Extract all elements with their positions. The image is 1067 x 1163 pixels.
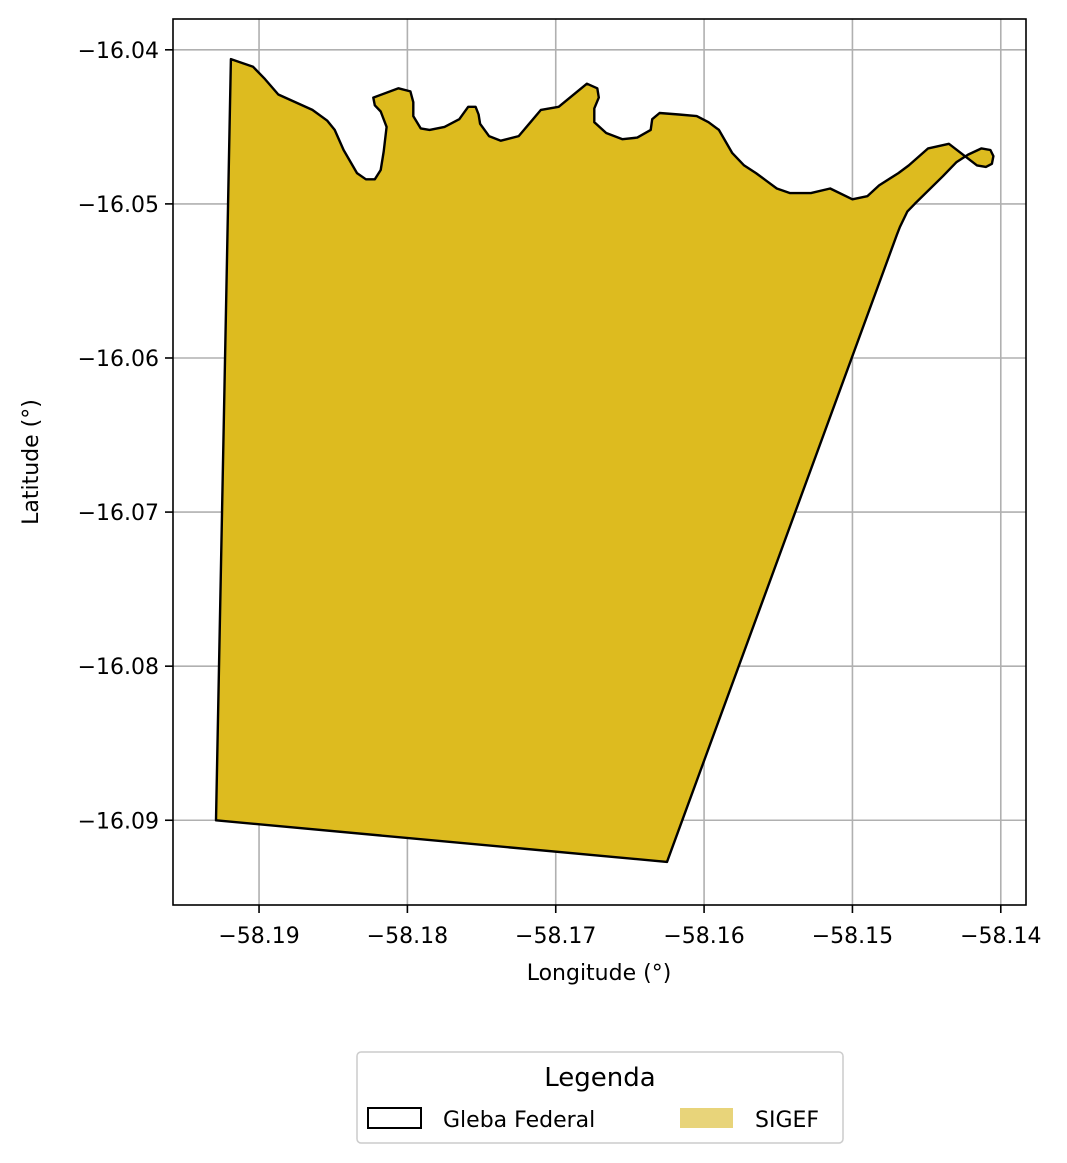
axes-frame: [172, 18, 1027, 906]
x-tick-label: −58.15: [812, 924, 893, 949]
y-tick-label: −16.09: [78, 809, 159, 834]
y-tick-label: −16.08: [78, 655, 159, 680]
legend: Legenda Gleba Federal SIGEF: [356, 1051, 844, 1144]
polygon-layer: [214, 57, 995, 864]
y-axis-title: Latitude (°): [19, 399, 44, 525]
x-tick-label: −58.17: [515, 924, 596, 949]
x-tick-label: −58.16: [663, 924, 744, 949]
ticks: −58.19 −58.18 −58.17 −58.16 −58.15 −58.14 −16.…: [78, 39, 1042, 949]
y-tick-label: −16.07: [78, 501, 159, 526]
x-axis-title: Longitude (°): [527, 961, 672, 986]
x-tick-label: −58.18: [367, 924, 448, 949]
legend-label-gleba-federal: Gleba Federal: [443, 1108, 595, 1133]
legend-swatch-sigef: [680, 1108, 733, 1128]
y-tick-label: −16.04: [78, 39, 159, 64]
legend-label-sigef: SIGEF: [755, 1108, 819, 1133]
legend-title: Legenda: [544, 1063, 655, 1093]
y-tick-label: −16.05: [78, 193, 159, 218]
x-tick-label: −58.14: [960, 924, 1041, 949]
y-tick-label: −16.06: [78, 347, 159, 372]
x-tick-label: −58.19: [218, 924, 299, 949]
legend-swatch-gleba-federal: [367, 1107, 422, 1129]
sigef-polygon: [214, 57, 995, 864]
